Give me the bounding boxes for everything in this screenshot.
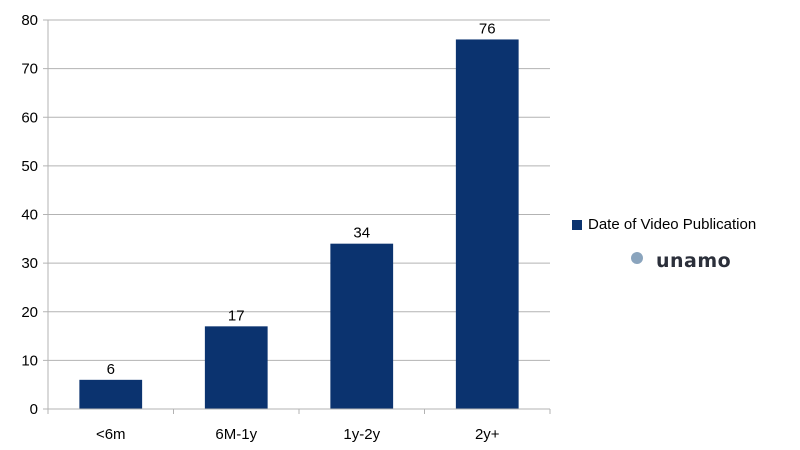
y-tick-label: 80 (21, 12, 38, 29)
data-label: 34 (353, 225, 370, 242)
legend: Date of Video Publication (572, 216, 756, 233)
logo-text: unamo (656, 250, 732, 272)
y-tick-label: 60 (21, 109, 38, 126)
bar-1 (204, 326, 268, 409)
data-label: 6 (107, 361, 115, 378)
x-tick-label: 6M-1y (215, 426, 257, 443)
bar-2 (330, 243, 394, 409)
x-tick-label: 1y-2y (343, 426, 380, 443)
x-tick-label: 2y+ (475, 426, 500, 443)
data-label: 17 (228, 307, 245, 324)
y-tick-label: 70 (21, 61, 38, 78)
y-tick-label: 10 (21, 352, 38, 369)
unamo-logo: unamo (630, 250, 731, 272)
y-tick-label: 30 (21, 255, 38, 272)
x-axis-tick-labels: <6m 6M-1y 1y-2y 2y+ (96, 426, 500, 443)
bars (79, 39, 519, 409)
bar-0 (79, 379, 143, 409)
y-tick-label: 50 (21, 158, 38, 175)
legend-swatch (572, 219, 582, 230)
y-tick-label: 20 (21, 304, 38, 321)
data-labels: 6 17 34 76 (107, 20, 496, 377)
bar-3 (455, 39, 519, 409)
axes (47, 20, 550, 410)
data-label: 76 (479, 20, 496, 37)
y-axis-tick-labels: 0 10 20 30 40 50 60 70 80 (21, 12, 38, 418)
unamo-logo-icon (630, 252, 644, 270)
legend-label: Date of Video Publication (588, 216, 757, 233)
x-tick-label: <6m (96, 426, 126, 443)
y-tick-label: 0 (30, 401, 38, 418)
y-tick-label: 40 (21, 207, 38, 224)
